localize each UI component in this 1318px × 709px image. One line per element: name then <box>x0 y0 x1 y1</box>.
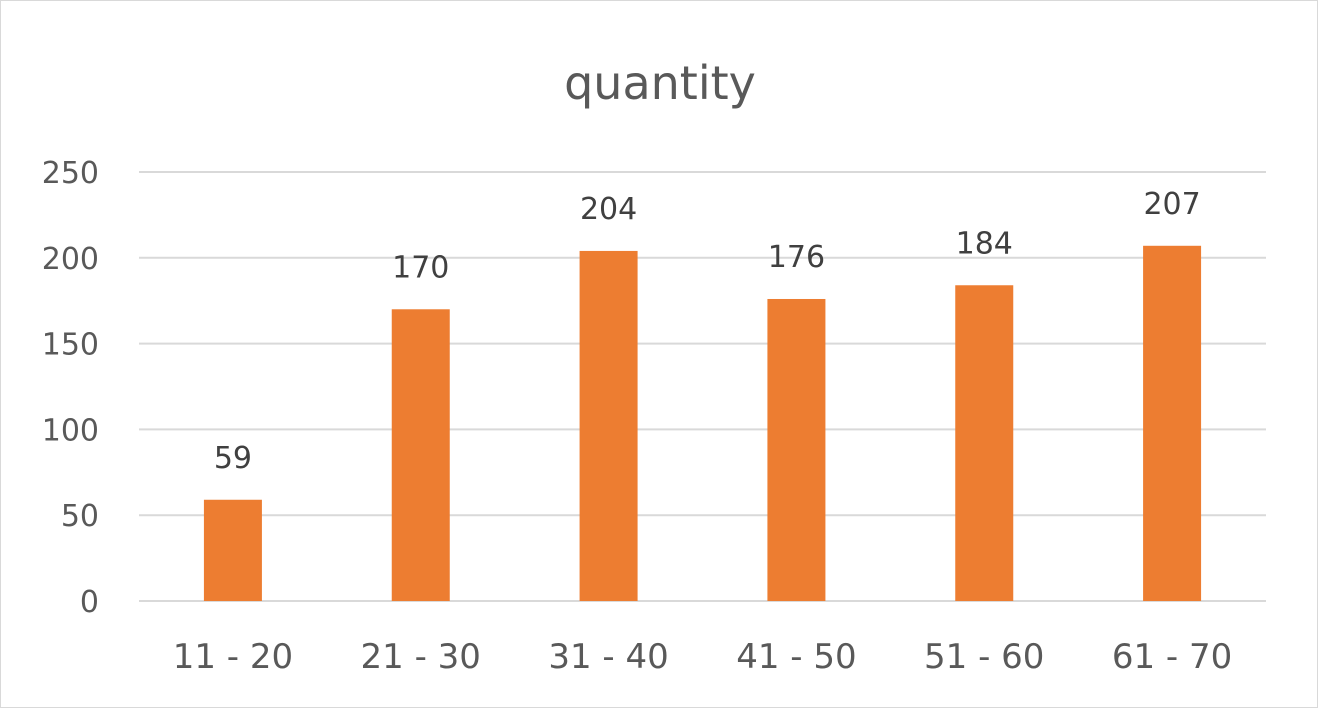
x-category-label: 51 - 60 <box>924 637 1044 677</box>
x-category-label: 61 - 70 <box>1112 637 1232 677</box>
bar <box>1143 245 1202 601</box>
bar <box>391 309 450 601</box>
x-category-label: 11 - 20 <box>173 637 293 677</box>
bar <box>203 499 262 601</box>
data-label: 59 <box>214 441 252 476</box>
bar <box>767 298 826 601</box>
y-tick-label: 50 <box>61 499 99 534</box>
data-label: 207 <box>1143 187 1200 222</box>
data-label: 204 <box>580 192 637 227</box>
y-tick-label: 150 <box>42 328 99 363</box>
x-category-label: 21 - 30 <box>361 637 481 677</box>
y-axis-ticks: 0 50 100 150 200 250 <box>42 156 99 620</box>
gridlines <box>139 171 1266 602</box>
y-tick-label: 100 <box>42 413 99 448</box>
x-category-label: 41 - 50 <box>736 637 856 677</box>
x-category-label: 31 - 40 <box>548 637 668 677</box>
data-label: 170 <box>392 250 449 285</box>
data-label: 184 <box>956 226 1013 261</box>
bar <box>955 285 1014 601</box>
y-tick-label: 200 <box>42 242 99 277</box>
bar <box>579 250 638 601</box>
chart-title: quantity <box>564 56 756 110</box>
y-tick-label: 250 <box>42 156 99 191</box>
bars <box>203 245 1202 601</box>
x-axis-categories: 11 - 20 21 - 30 31 - 40 41 - 50 51 - 60 61 - … <box>173 637 1233 677</box>
data-labels: 59 170 204 176 184 207 <box>214 187 1201 476</box>
y-tick-label: 0 <box>80 585 99 620</box>
data-label: 176 <box>768 240 825 275</box>
